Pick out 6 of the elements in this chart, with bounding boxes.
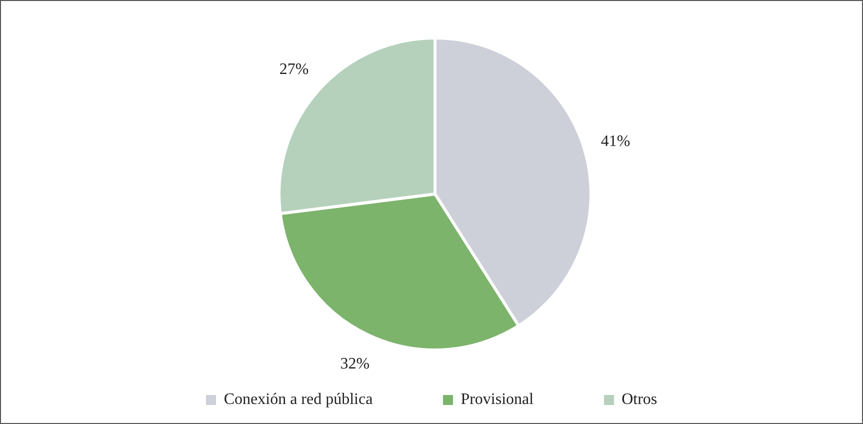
data-label: 27% bbox=[279, 61, 309, 78]
legend-label: Conexión a red pública bbox=[224, 391, 373, 409]
data-label: 41% bbox=[600, 133, 630, 150]
data-label: 32% bbox=[340, 356, 370, 373]
legend-label: Otros bbox=[622, 391, 658, 409]
legend-label: Provisional bbox=[460, 391, 534, 409]
